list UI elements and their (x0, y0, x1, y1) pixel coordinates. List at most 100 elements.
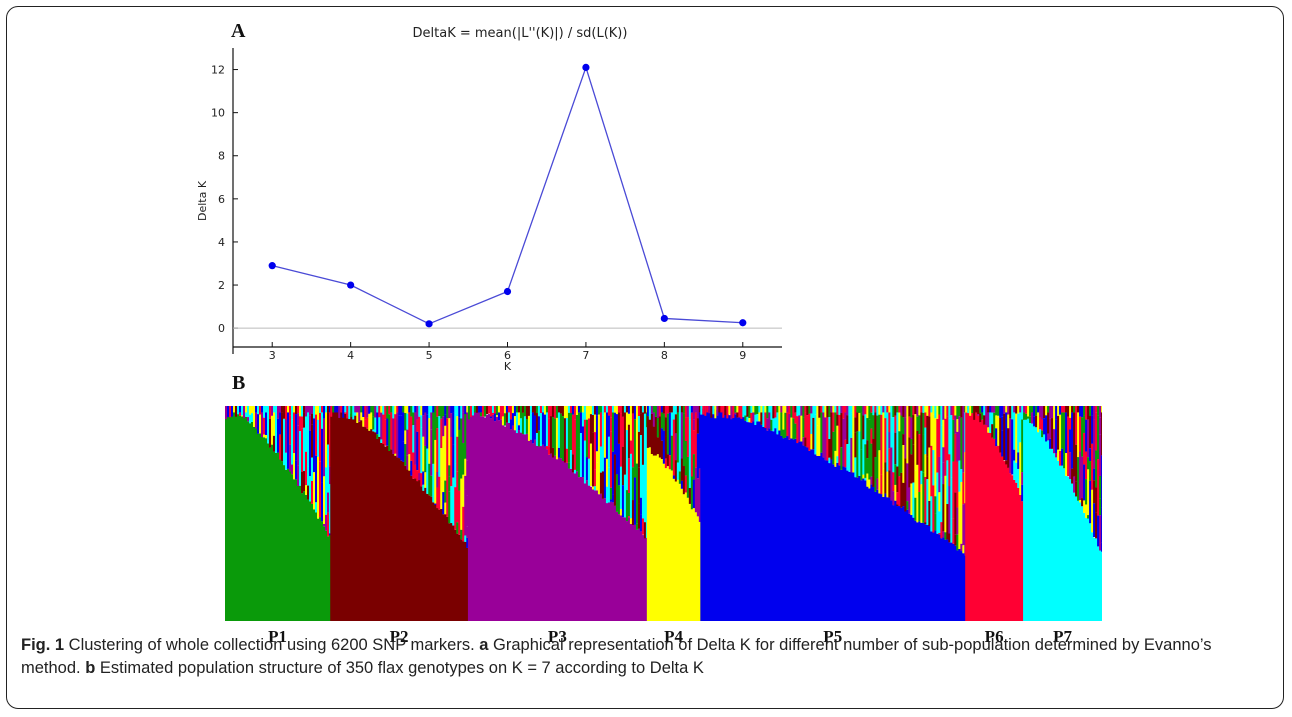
structure-bar-admix (906, 418, 909, 464)
structure-bar-admix (617, 412, 621, 444)
structure-bar-admix (993, 412, 996, 439)
structure-bar-admix (450, 486, 453, 524)
structure-bar-admix (637, 416, 641, 432)
structure-bar-admix (766, 406, 769, 419)
structure-bar-main (698, 521, 702, 621)
structure-bar-admix (836, 406, 839, 415)
structure-bar-admix (924, 454, 927, 477)
structure-bar-admix (561, 406, 565, 417)
structure-bar-admix (291, 419, 294, 465)
structure-bar-main (299, 485, 302, 621)
structure-bar-admix (960, 417, 963, 470)
population-label-p7: P7 (1053, 627, 1072, 646)
structure-bar-admix (517, 425, 521, 431)
structure-bar-admix (850, 412, 853, 438)
structure-bar-admix (458, 429, 461, 491)
structure-bar-admix (539, 406, 543, 414)
structure-bar-admix (836, 425, 839, 457)
structure-bar-admix (521, 406, 525, 413)
structure-bar-main (668, 469, 672, 621)
structure-bar-admix (458, 406, 461, 418)
structure-bar-main (912, 517, 915, 621)
structure-bar-admix (1021, 472, 1024, 485)
structure-bar-main (287, 468, 290, 621)
structure-bar-admix (926, 406, 929, 416)
structure-bar-admix (412, 412, 415, 426)
structure-bar-admix (1095, 512, 1098, 539)
structure-bar-admix (599, 412, 603, 447)
structure-bar-admix (674, 433, 678, 461)
structure-bar-admix (436, 487, 439, 509)
structure-bar-admix (487, 406, 491, 414)
structure-bar-admix (686, 417, 690, 457)
structure-bar-admix (798, 415, 801, 442)
structure-bar-admix (378, 417, 381, 437)
structure-bar-admix (860, 412, 863, 450)
structure-bar-admix (299, 406, 302, 417)
structure-bar-admix (668, 406, 672, 413)
structure-bar-admix (611, 451, 615, 495)
structure-bar-admix (688, 439, 692, 488)
structure-bar-main (605, 503, 609, 621)
structure-bar-admix (1053, 412, 1056, 430)
structure-bar-admix (912, 444, 915, 483)
structure-bar-admix (1055, 406, 1058, 420)
structure-bar-admix (559, 406, 563, 414)
structure-bar-admix (1021, 419, 1024, 473)
structure-bar-main (870, 484, 873, 621)
structure-bar-admix (444, 480, 447, 503)
population-p4 (646, 406, 702, 621)
structure-bar-admix (557, 406, 561, 413)
structure-bar-admix (914, 497, 917, 521)
structure-bar-admix (866, 418, 869, 441)
structure-bar-admix (617, 443, 621, 486)
structure-bar-main (1073, 492, 1076, 621)
structure-bar-admix (664, 458, 668, 469)
structure-bar-admix (868, 479, 871, 489)
structure-bar-admix (277, 418, 280, 453)
structure-bar-admix (1017, 406, 1020, 414)
structure-bar-admix (977, 414, 980, 416)
structure-bar-admix (583, 440, 587, 479)
structure-bar-admix (664, 436, 668, 459)
structure-bar-admix (806, 406, 809, 416)
structure-bar-admix (440, 481, 443, 510)
structure-bar-main (565, 462, 569, 621)
structure-bar-admix (886, 406, 889, 413)
structure-bar-admix (317, 419, 320, 457)
structure-bar-admix (862, 439, 865, 475)
structure-bar-admix (1019, 412, 1022, 443)
structure-bar-admix (225, 406, 228, 420)
structure-bar-admix (694, 467, 698, 513)
structure-bar-main (854, 477, 857, 621)
structure-bar-admix (736, 412, 739, 418)
structure-bar-admix (545, 406, 549, 413)
structure-bar-admix (942, 531, 945, 538)
structure-bar-admix (802, 406, 805, 418)
structure-bar-main (297, 486, 300, 621)
structure-bar-admix (414, 464, 417, 479)
structure-bar-main (1001, 456, 1004, 621)
structure-bar-admix (589, 414, 593, 444)
structure-bar-main (1099, 550, 1102, 621)
structure-bar-main (810, 449, 813, 621)
structure-bar-admix (615, 406, 619, 415)
population-label-p2: P2 (389, 627, 409, 646)
structure-bar-admix (1065, 412, 1068, 454)
structure-bar-admix (489, 416, 493, 419)
structure-bar-admix (922, 434, 925, 473)
structure-bar-admix (1023, 406, 1026, 413)
structure-bar-main (786, 436, 789, 621)
structure-bar-admix (904, 406, 907, 418)
structure-bar-admix (778, 406, 781, 413)
structure-bar-admix (920, 470, 923, 485)
structure-bar-main (880, 494, 883, 621)
structure-bar-admix (577, 412, 581, 448)
structure-bar-main (291, 474, 294, 621)
structure-bar-admix (382, 406, 385, 415)
structure-bar-admix (908, 487, 911, 514)
structure-bar-main (611, 502, 615, 621)
structure-bar-admix (631, 467, 635, 501)
structure-bar-admix (654, 416, 658, 456)
structure-bar-admix (309, 476, 312, 502)
